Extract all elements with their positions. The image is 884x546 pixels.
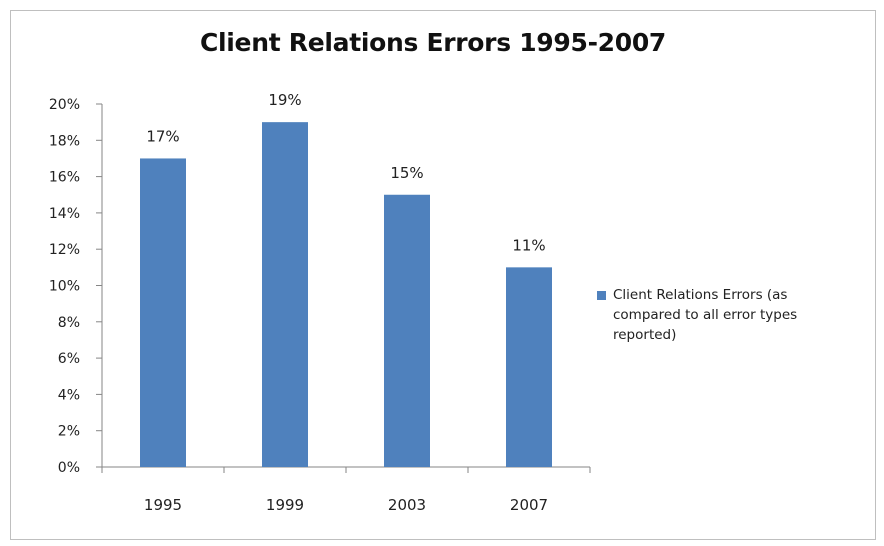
legend-swatch	[597, 291, 606, 300]
y-tick-label: 20%	[49, 97, 80, 113]
y-tick-label: 8%	[58, 315, 80, 331]
legend: Client Relations Errors (as compared to …	[597, 285, 857, 345]
chart-title: Client Relations Errors 1995-2007	[199, 28, 667, 57]
y-tick-label: 10%	[49, 279, 80, 295]
data-label: 17%	[146, 127, 179, 145]
bar	[506, 267, 552, 467]
data-label: 15%	[390, 164, 423, 182]
bar	[262, 122, 308, 468]
y-tick-label: 16%	[49, 170, 80, 186]
legend-label: Client Relations Errors (as compared to …	[613, 287, 798, 343]
y-tick-label: 12%	[49, 242, 80, 258]
y-tick-label: 6%	[58, 351, 80, 367]
y-tick-label: 2%	[58, 424, 80, 440]
data-label: 19%	[268, 91, 301, 109]
x-tick-label: 1995	[144, 496, 182, 514]
bar	[384, 194, 430, 467]
data-label: 11%	[512, 236, 545, 254]
bar	[140, 158, 186, 467]
x-tick-label: 2007	[510, 496, 548, 514]
x-tick-label: 2003	[388, 496, 426, 514]
y-tick-label: 14%	[49, 206, 80, 222]
y-tick-label: 0%	[58, 460, 80, 476]
y-tick-label: 18%	[49, 133, 80, 149]
x-tick-label: 1999	[266, 496, 304, 514]
y-tick-label: 4%	[58, 387, 80, 403]
